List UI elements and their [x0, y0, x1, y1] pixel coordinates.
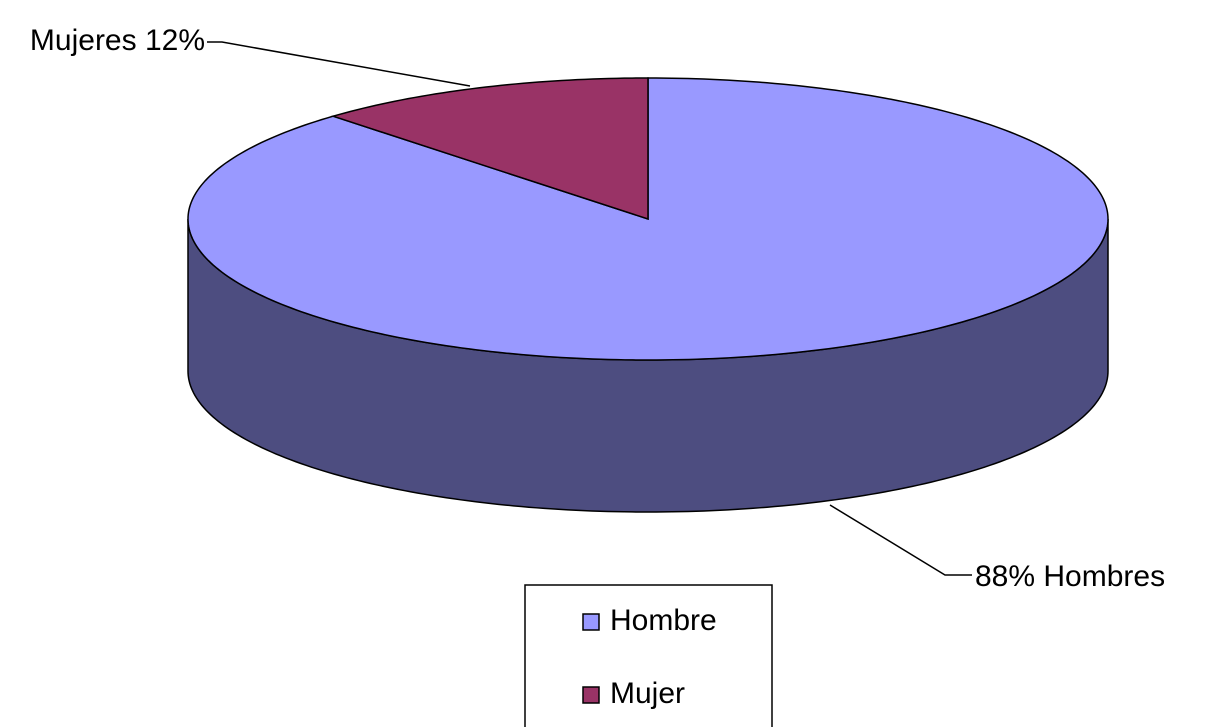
legend-box	[524, 584, 773, 727]
legend-swatch	[582, 686, 600, 704]
legend-label: Hombre	[610, 604, 717, 637]
leader-line	[829, 504, 972, 576]
legend-swatch	[582, 613, 600, 631]
legend-label: Mujer	[610, 677, 685, 710]
data-label: Mujeres 12%	[30, 24, 205, 57]
data-label: 88% Hombres	[975, 560, 1165, 593]
leader-line	[207, 41, 471, 87]
pie-slice	[330, 77, 649, 221]
